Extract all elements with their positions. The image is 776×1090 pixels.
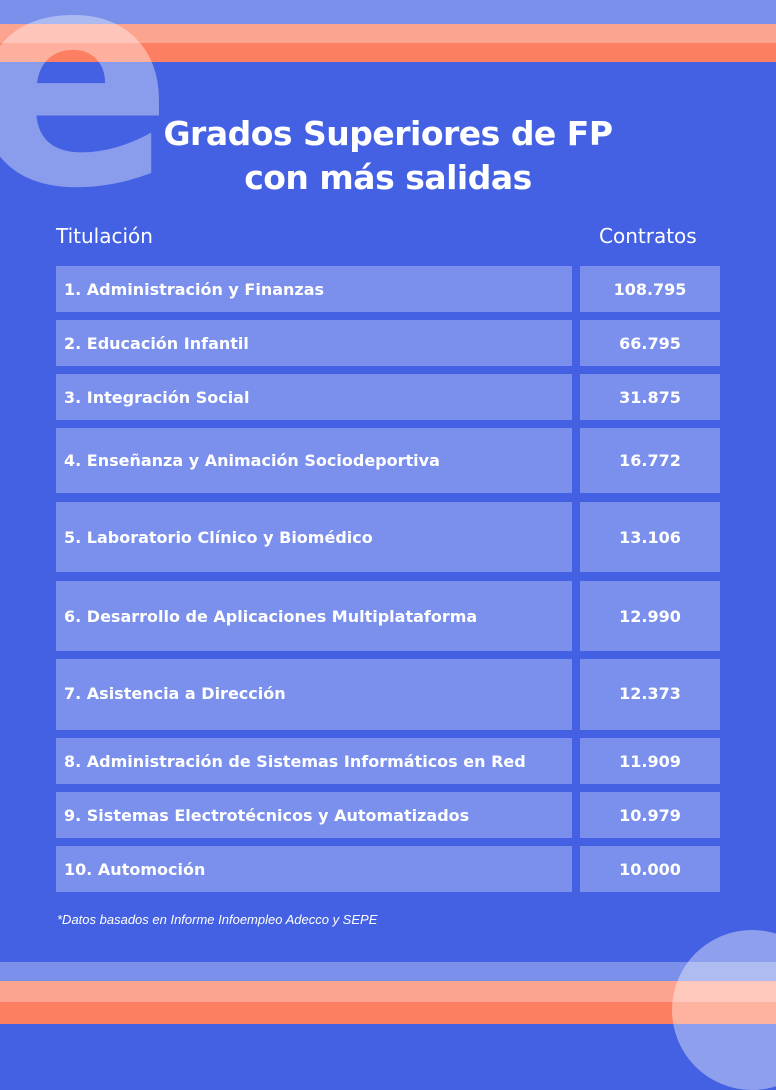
column-header-contratos: Contratos xyxy=(599,224,697,248)
logo-letter-decoration: e xyxy=(0,0,174,254)
top-band-coral xyxy=(0,43,776,62)
row-name: 2. Educación Infantil xyxy=(56,320,572,366)
table-row: 10. Automoción 10.000 xyxy=(56,846,720,892)
row-name: 1. Administración y Finanzas xyxy=(56,266,572,312)
table-row: 3. Integración Social 31.875 xyxy=(56,374,720,420)
bottom-band-peach xyxy=(0,981,776,1002)
bottom-band-light xyxy=(0,962,776,981)
row-value: 12.373 xyxy=(580,659,720,730)
row-name: 9. Sistemas Electrotécnicos y Automatiza… xyxy=(56,792,572,838)
title-line-2: con más salidas xyxy=(244,158,532,197)
row-value: 12.990 xyxy=(580,581,720,651)
row-value: 66.795 xyxy=(580,320,720,366)
row-name: 7. Asistencia a Dirección xyxy=(56,659,572,730)
column-header-titulacion: Titulación xyxy=(56,224,153,248)
row-value: 11.909 xyxy=(580,738,720,784)
table-row: 9. Sistemas Electrotécnicos y Automatiza… xyxy=(56,792,720,838)
table-row: 1. Administración y Finanzas 108.795 xyxy=(56,266,720,312)
row-value: 16.772 xyxy=(580,428,720,493)
row-name: 6. Desarrollo de Aplicaciones Multiplata… xyxy=(56,581,572,651)
row-value: 108.795 xyxy=(580,266,720,312)
table-row: 7. Asistencia a Dirección 12.373 xyxy=(56,659,720,730)
table-row: 4. Enseñanza y Animación Sociodeportiva … xyxy=(56,428,720,493)
table-row: 2. Educación Infantil 66.795 xyxy=(56,320,720,366)
row-value: 13.106 xyxy=(580,502,720,572)
circle-decoration xyxy=(672,930,776,1090)
top-band-peach xyxy=(0,24,776,43)
row-value: 31.875 xyxy=(580,374,720,420)
row-name: 5. Laboratorio Clínico y Biomédico xyxy=(56,502,572,572)
table-row: 6. Desarrollo de Aplicaciones Multiplata… xyxy=(56,581,720,651)
row-value: 10.979 xyxy=(580,792,720,838)
table-row: 5. Laboratorio Clínico y Biomédico 13.10… xyxy=(56,502,720,572)
row-name: 10. Automoción xyxy=(56,846,572,892)
top-band-light xyxy=(0,0,776,24)
source-footnote: *Datos basados en Informe Infoempleo Ade… xyxy=(57,912,378,927)
row-name: 4. Enseñanza y Animación Sociodeportiva xyxy=(56,428,572,493)
title-line-1: Grados Superiores de FP xyxy=(163,114,613,153)
bottom-band-coral xyxy=(0,1002,776,1024)
row-name: 3. Integración Social xyxy=(56,374,572,420)
page-title: Grados Superiores de FP con más salidas xyxy=(0,112,776,200)
table-row: 8. Administración de Sistemas Informátic… xyxy=(56,738,720,784)
row-name: 8. Administración de Sistemas Informátic… xyxy=(56,738,572,784)
row-value: 10.000 xyxy=(580,846,720,892)
